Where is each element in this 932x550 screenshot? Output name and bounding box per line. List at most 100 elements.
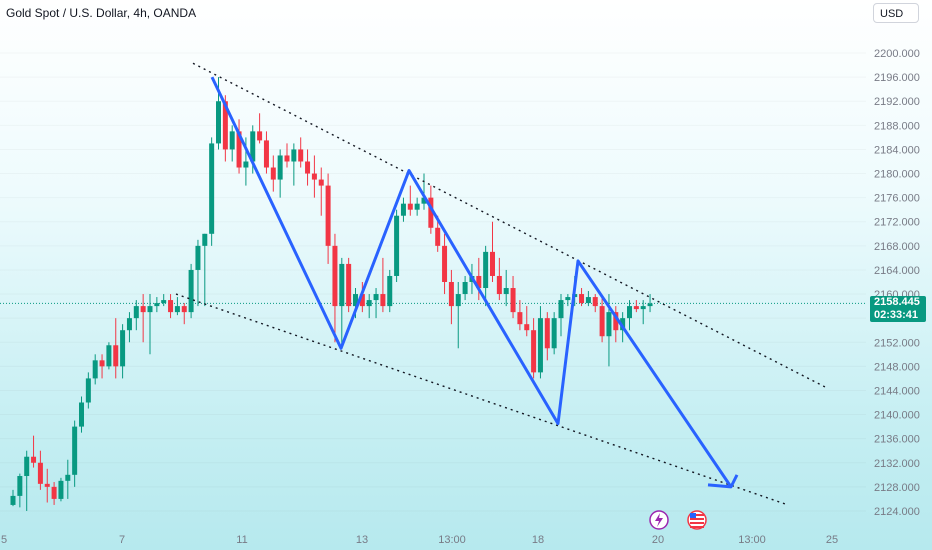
candle-body[interactable] bbox=[318, 179, 324, 186]
candle-body[interactable] bbox=[353, 294, 358, 307]
trendlines[interactable] bbox=[175, 62, 827, 506]
candle-body[interactable] bbox=[613, 312, 619, 331]
candle-body[interactable] bbox=[387, 275, 393, 307]
candle-body[interactable] bbox=[37, 462, 43, 484]
us-flag-event-icon[interactable] bbox=[687, 510, 707, 530]
candle-body[interactable] bbox=[133, 306, 139, 319]
candle-body[interactable] bbox=[168, 300, 174, 313]
candle-body[interactable] bbox=[325, 185, 331, 246]
candle-body[interactable] bbox=[161, 300, 167, 304]
candle-body[interactable] bbox=[195, 245, 201, 270]
candle-body[interactable] bbox=[188, 269, 194, 313]
candle-body[interactable] bbox=[263, 140, 269, 168]
candle-body[interactable] bbox=[496, 275, 502, 295]
candle-body[interactable] bbox=[407, 203, 413, 210]
candle-body[interactable] bbox=[311, 173, 317, 180]
candle-body[interactable] bbox=[24, 456, 30, 477]
candle-body[interactable] bbox=[455, 294, 461, 307]
candle-body[interactable] bbox=[298, 149, 304, 162]
candle-body[interactable] bbox=[346, 263, 352, 307]
candle-body[interactable] bbox=[640, 306, 646, 310]
candle-body[interactable] bbox=[558, 300, 564, 319]
zigzag-pattern[interactable] bbox=[210, 76, 739, 489]
candle-body[interactable] bbox=[154, 303, 160, 307]
candle-body[interactable] bbox=[592, 297, 598, 307]
candle-body[interactable] bbox=[257, 131, 263, 141]
candle-body[interactable] bbox=[524, 324, 530, 331]
candle-body[interactable] bbox=[99, 360, 105, 367]
time-axis[interactable]: 5 7 11 13 13:00 18 20 13:00 25 bbox=[1, 534, 838, 546]
candle-body[interactable] bbox=[284, 155, 290, 162]
candle-body[interactable] bbox=[79, 402, 84, 427]
candle-body[interactable] bbox=[140, 306, 146, 313]
candle-body[interactable] bbox=[490, 251, 495, 276]
candle-body[interactable] bbox=[510, 288, 516, 313]
candle-body[interactable] bbox=[243, 161, 249, 168]
candle-body[interactable] bbox=[236, 131, 242, 168]
candle-body[interactable] bbox=[537, 318, 543, 373]
candle-body[interactable] bbox=[647, 303, 653, 307]
candle-body[interactable] bbox=[476, 275, 482, 289]
lower-trendline[interactable] bbox=[175, 293, 789, 506]
candle-body[interactable] bbox=[92, 360, 98, 379]
candle-body[interactable] bbox=[126, 318, 132, 331]
candlestick-series[interactable] bbox=[10, 77, 653, 511]
candle-body[interactable] bbox=[359, 294, 365, 307]
candle-body[interactable] bbox=[483, 251, 489, 289]
candle-body[interactable] bbox=[31, 456, 37, 463]
candle-body[interactable] bbox=[633, 306, 639, 310]
candle-body[interactable] bbox=[414, 203, 420, 210]
candle-body[interactable] bbox=[216, 101, 221, 144]
candle-body[interactable] bbox=[373, 294, 379, 301]
candle-body[interactable] bbox=[17, 476, 23, 496]
candle-body[interactable] bbox=[72, 426, 78, 475]
candle-body[interactable] bbox=[339, 263, 345, 307]
candle-body[interactable] bbox=[277, 155, 283, 180]
currency-button[interactable]: USD bbox=[873, 3, 919, 23]
candle-body[interactable] bbox=[250, 131, 256, 162]
candle-body[interactable] bbox=[120, 330, 126, 367]
upper-trendline[interactable] bbox=[192, 62, 827, 389]
candle-body[interactable] bbox=[448, 282, 454, 307]
candle-body[interactable] bbox=[174, 306, 180, 313]
candle-body[interactable] bbox=[58, 480, 64, 499]
candle-body[interactable] bbox=[579, 294, 585, 304]
pattern-path[interactable] bbox=[210, 76, 733, 488]
candle-body[interactable] bbox=[394, 215, 400, 276]
candle-body[interactable] bbox=[517, 312, 523, 325]
candle-body[interactable] bbox=[565, 297, 571, 301]
candle-body[interactable] bbox=[10, 495, 16, 505]
candle-body[interactable] bbox=[599, 306, 605, 337]
candle-body[interactable] bbox=[400, 203, 406, 216]
pattern-arrowhead[interactable] bbox=[707, 474, 739, 489]
candle-body[interactable] bbox=[270, 167, 276, 180]
candle-body[interactable] bbox=[305, 161, 311, 174]
lightning-event-icon[interactable] bbox=[649, 510, 669, 530]
candle-body[interactable] bbox=[106, 345, 112, 367]
candle-body[interactable] bbox=[209, 143, 215, 234]
candle-body[interactable] bbox=[462, 282, 468, 295]
candle-body[interactable] bbox=[113, 345, 119, 367]
candle-body[interactable] bbox=[428, 197, 434, 228]
candle-body[interactable] bbox=[202, 233, 208, 246]
candle-body[interactable] bbox=[181, 306, 187, 313]
candle-body[interactable] bbox=[51, 486, 57, 499]
candle-body[interactable] bbox=[544, 318, 550, 349]
candle-body[interactable] bbox=[332, 245, 338, 307]
candle-body[interactable] bbox=[366, 300, 372, 307]
candle-body[interactable] bbox=[531, 330, 537, 373]
candle-body[interactable] bbox=[421, 197, 427, 204]
candle-body[interactable] bbox=[585, 297, 591, 304]
candle-body[interactable] bbox=[291, 149, 297, 162]
candle-body[interactable] bbox=[606, 312, 612, 337]
price-axis[interactable]: 2124.000 2128.000 2132.000 2136.000 2140.000… bbox=[874, 48, 920, 518]
candle-body[interactable] bbox=[222, 101, 228, 150]
candle-body[interactable] bbox=[551, 318, 557, 349]
event-markers[interactable] bbox=[649, 510, 707, 530]
candle-body[interactable] bbox=[442, 245, 448, 282]
candle-body[interactable] bbox=[85, 378, 91, 403]
candle-body[interactable] bbox=[147, 306, 153, 313]
candle-body[interactable] bbox=[503, 288, 509, 295]
